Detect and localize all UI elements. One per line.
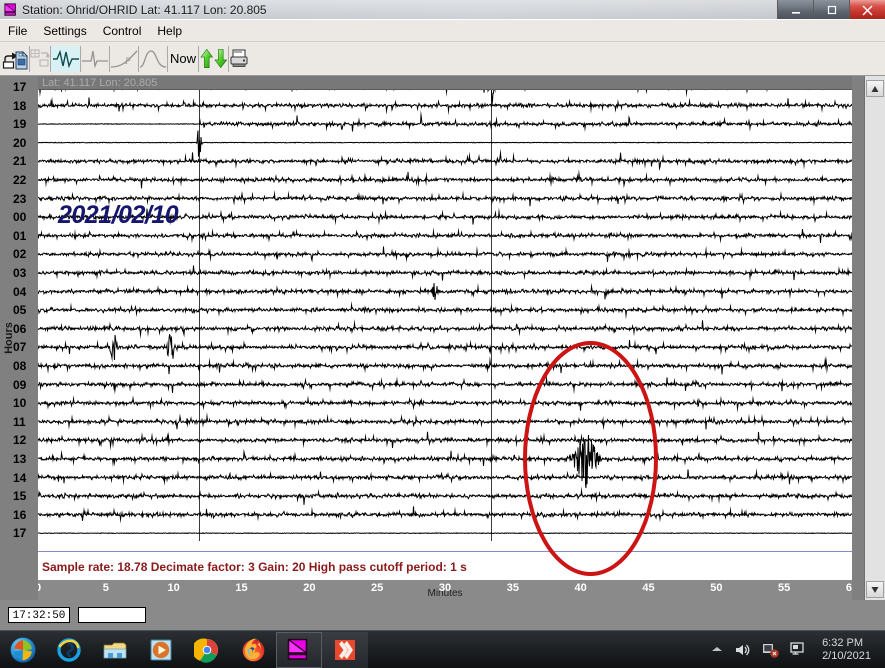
- svg-text:P: P: [124, 56, 131, 66]
